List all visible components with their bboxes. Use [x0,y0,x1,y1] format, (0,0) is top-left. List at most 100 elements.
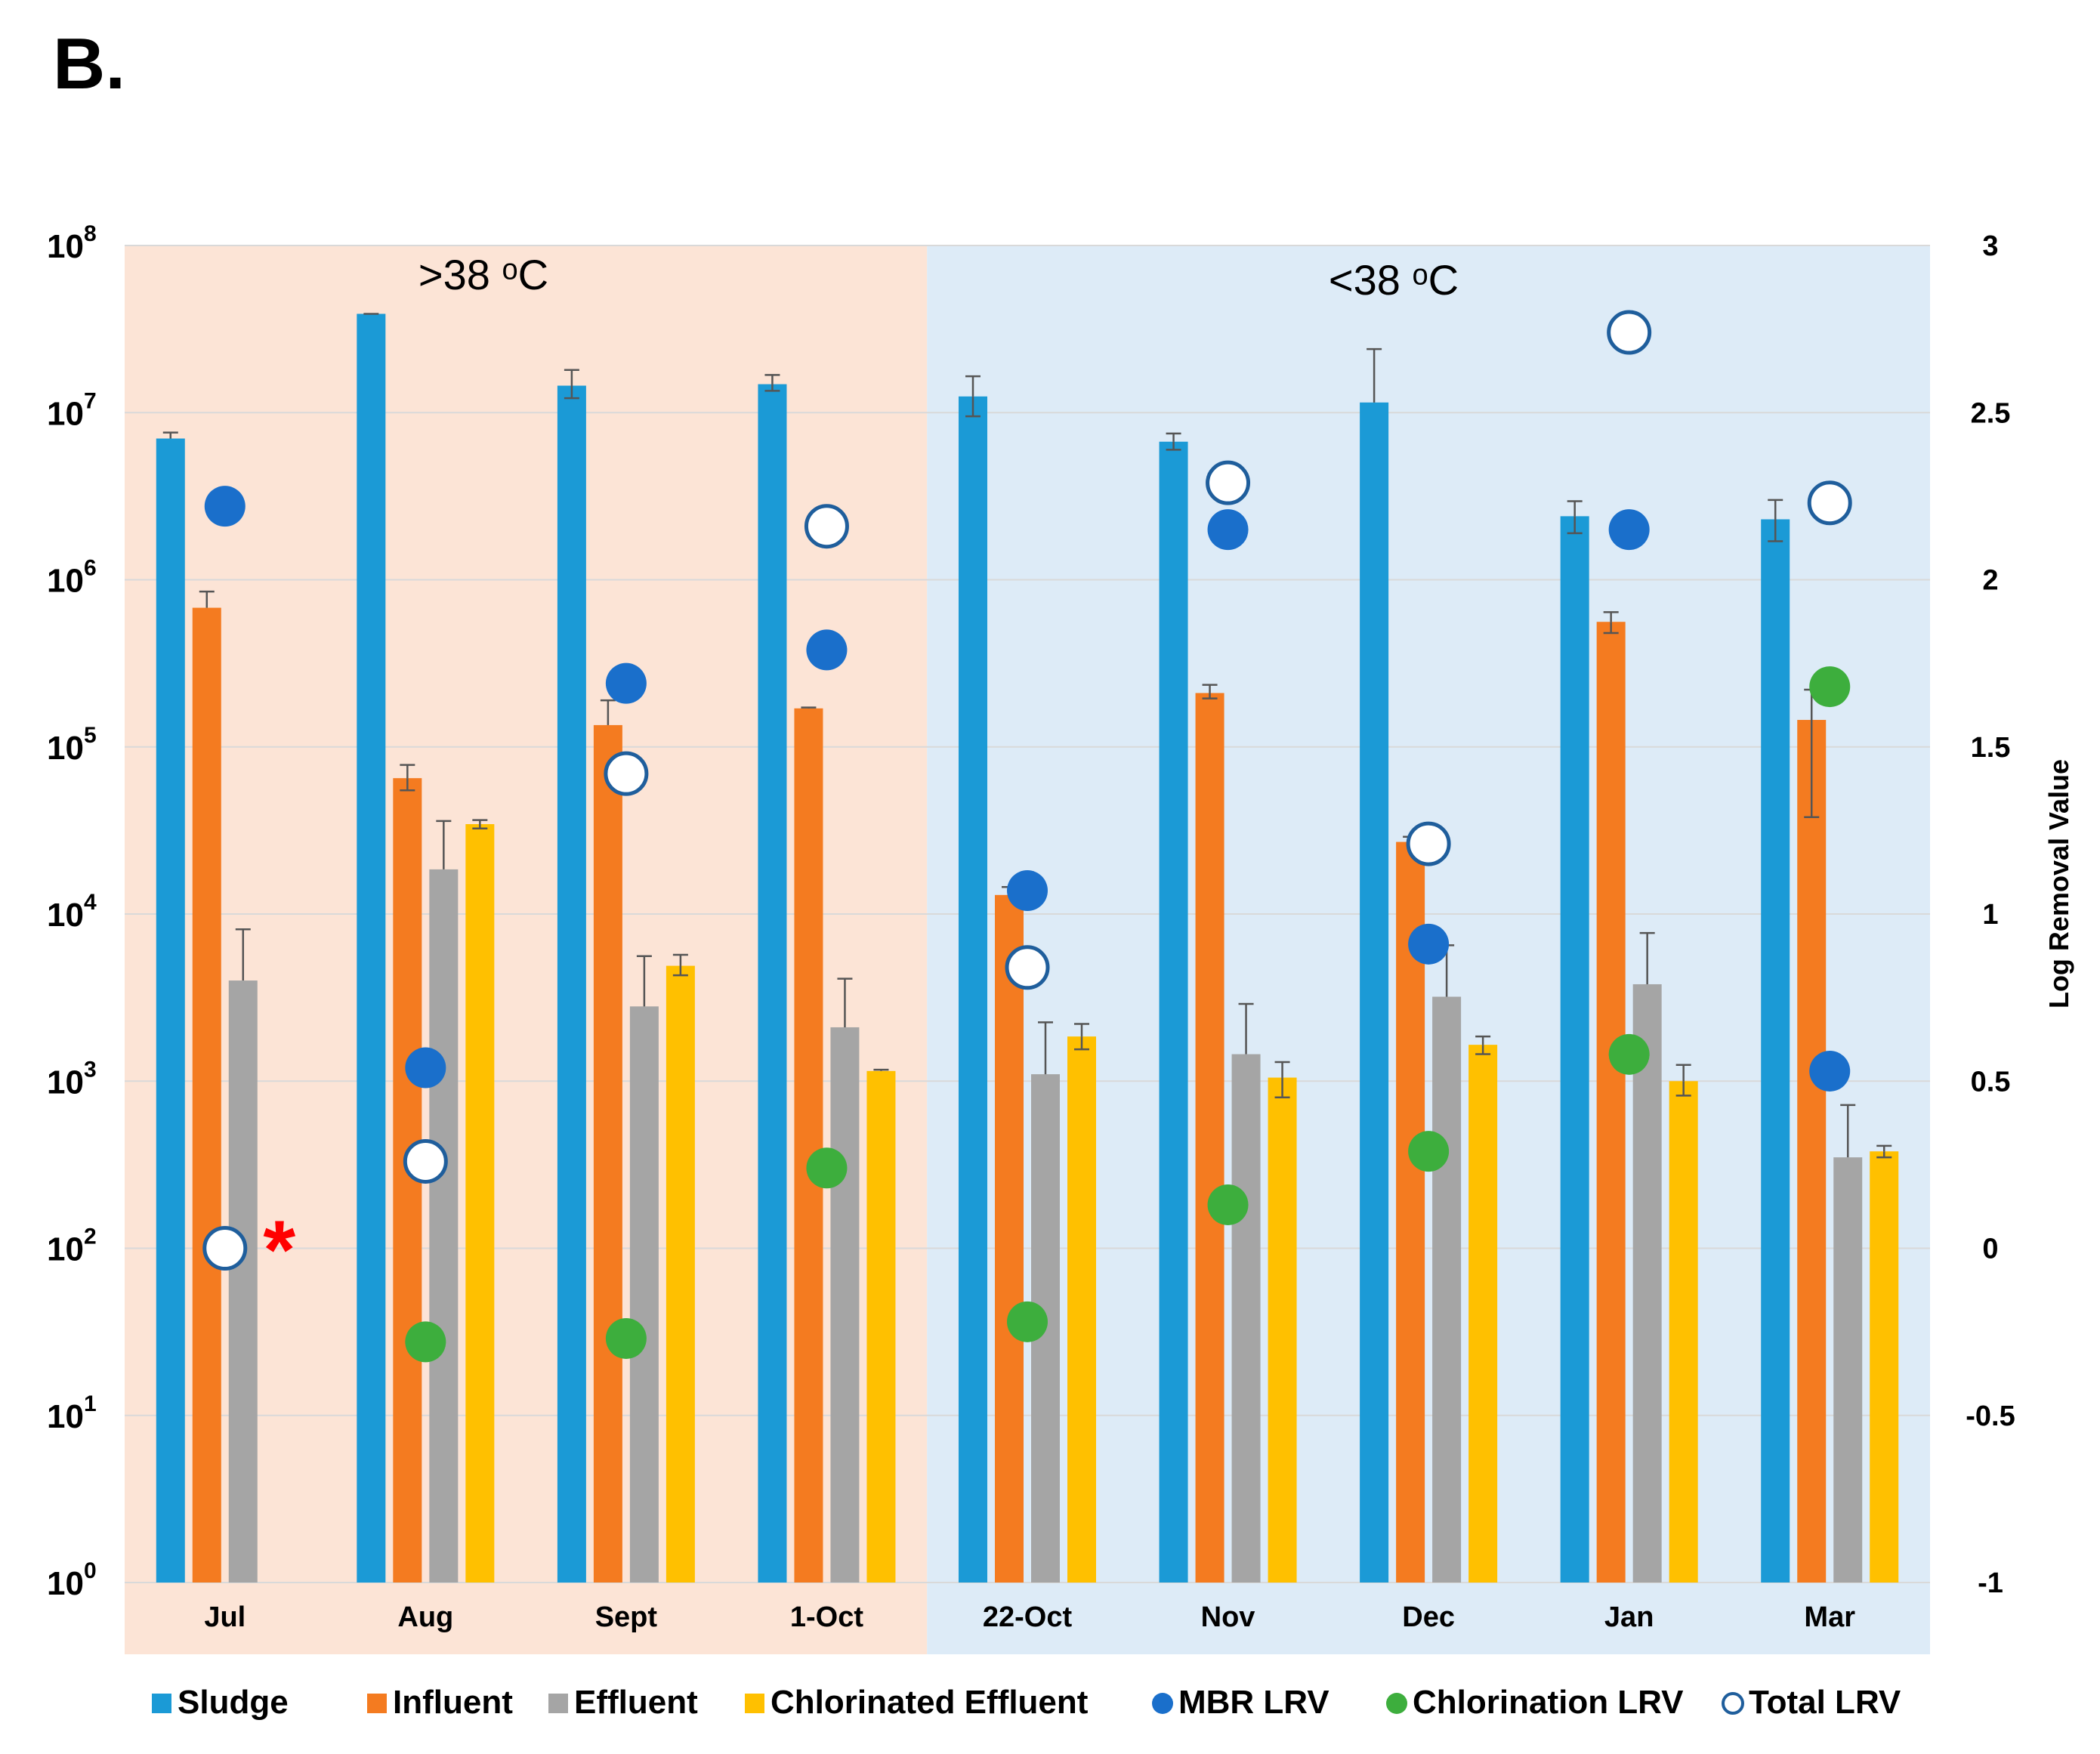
marker-mbr-lrv [806,629,848,671]
bar-influent [1396,841,1425,1583]
bar-chlorinated-effluent [1468,1045,1498,1583]
category-label: Mar [1804,1601,1855,1633]
category-label: Aug [397,1601,453,1633]
bar-effluent [228,980,258,1583]
y2-tick-label: 1 [1982,899,1998,931]
category-label: 1-Oct [790,1601,863,1633]
x-axis-category-labels: Jul Aug Sept 1-Oct 22-Oct Nov Dec Jan Mar [204,1601,1855,1633]
legend-label: Chlorinated Effluent [771,1684,1089,1721]
y-tick-label: 106 [47,556,97,600]
bar-influent [192,607,221,1583]
bar-sludge [156,438,185,1583]
marker-total-lrv [804,504,849,549]
y-axis-left-ticks: 100 101 102 103 104 105 106 107 108 [47,221,97,1602]
y-tick-label: 104 [47,890,97,934]
marker-chlorination-lrv [1809,666,1851,708]
legend-label: Chlorination LRV [1413,1684,1684,1721]
bar-chlorinated-effluent [1669,1081,1698,1583]
bar-effluent [429,869,459,1583]
marker-total-lrv [1005,945,1050,990]
y2-tick-label: 0.5 [1971,1066,2011,1098]
marker-mbr-lrv [405,1047,446,1089]
y2-tick-label: -0.5 [1966,1400,2015,1432]
marker-total-lrv [604,751,649,796]
marker-chlorination-lrv [605,1317,647,1359]
category-label: Jul [204,1601,246,1633]
legend-swatch [367,1694,387,1713]
bar-chlorinated-effluent [1870,1151,1899,1583]
y2-tick-label: 0 [1982,1234,1998,1265]
annotations: * [263,1204,295,1297]
bar-sludge [1360,402,1389,1583]
marker-total-lrv [1406,821,1451,866]
bar-series [156,313,1899,1583]
y2-tick-label: -1 [1978,1567,2003,1599]
gridlines [125,245,1930,1583]
legend-swatch [1386,1693,1407,1714]
legend-swatch [745,1694,764,1713]
marker-chlorination-lrv [806,1147,848,1189]
marker-chlorination-lrv [405,1321,446,1363]
bar-effluent [1231,1054,1261,1583]
marker-total-lrv [1607,310,1652,355]
marker-mbr-lrv [605,662,647,704]
y-tick-label: 107 [47,388,97,432]
cool-region-label: <38 ᵒC [1329,256,1459,304]
bar-sludge [959,396,987,1583]
marker-total-lrv [1807,480,1852,526]
bar-sludge [1159,441,1188,1583]
marker-mbr-lrv [1809,1050,1851,1092]
bar-influent [593,724,622,1583]
bar-effluent [629,1006,659,1583]
legend-label: Total LRV [1749,1684,1901,1721]
bar-sludge [1761,519,1790,1583]
bar-sludge [758,384,787,1583]
legend: Sludge Influent Effluent Chlorinated Efflue… [152,1684,1901,1721]
y-tick-label: 100 [47,1558,97,1602]
marker-chlorination-lrv [1007,1301,1048,1342]
marker-total-lrv [1206,460,1251,505]
y-tick-label: 103 [47,1057,97,1101]
bar-effluent [830,1027,860,1583]
category-label: Nov [1201,1601,1255,1633]
asterisk-annotation: * [263,1204,295,1297]
bar-influent [1797,720,1827,1583]
legend-label: Sludge [178,1684,289,1721]
y-tick-label: 105 [47,723,97,767]
bar-effluent [1432,996,1462,1583]
y-axis-right-ticks: -1 -0.5 0 0.5 1 1.5 2 2.5 3 [1966,230,2015,1599]
y-tick-label: 101 [47,1391,97,1435]
marker-total-lrv [202,1226,248,1271]
bar-chlorinated-effluent [1268,1077,1297,1583]
marker-chlorination-lrv [1207,1184,1249,1225]
marker-chlorination-lrv [1608,1033,1650,1075]
y2-tick-label: 1.5 [1971,732,2011,764]
legend-label: Effluent [574,1684,698,1721]
marker-mbr-lrv [204,486,246,527]
bar-effluent [1632,984,1662,1583]
panel-label: B. [53,23,125,104]
y-tick-label: 108 [47,221,97,265]
y2-tick-label: 2 [1982,565,1998,597]
marker-chlorination-lrv [1408,1131,1450,1172]
bar-sludge [357,313,386,1583]
bar-chlorinated-effluent [866,1070,896,1583]
y-tick-label: 102 [47,1224,97,1268]
marker-mbr-lrv [1608,509,1650,551]
bar-chlorinated-effluent [465,824,495,1583]
warm-region-label: >38 ᵒC [418,251,548,298]
legend-label: MBR LRV [1178,1684,1329,1721]
bar-sludge [1560,516,1589,1583]
bar-sludge [557,385,586,1583]
marker-mbr-lrv [1408,923,1450,965]
bar-influent [995,894,1024,1583]
bar-influent [1596,622,1626,1583]
y2-tick-label: 2.5 [1971,397,2011,429]
marker-mbr-lrv [1207,509,1249,551]
legend-swatch [548,1694,568,1713]
category-label: Dec [1402,1601,1455,1633]
legend-swatch [152,1694,171,1713]
y2-tick-label: 3 [1982,230,1998,262]
bar-chlorinated-effluent [666,965,695,1583]
